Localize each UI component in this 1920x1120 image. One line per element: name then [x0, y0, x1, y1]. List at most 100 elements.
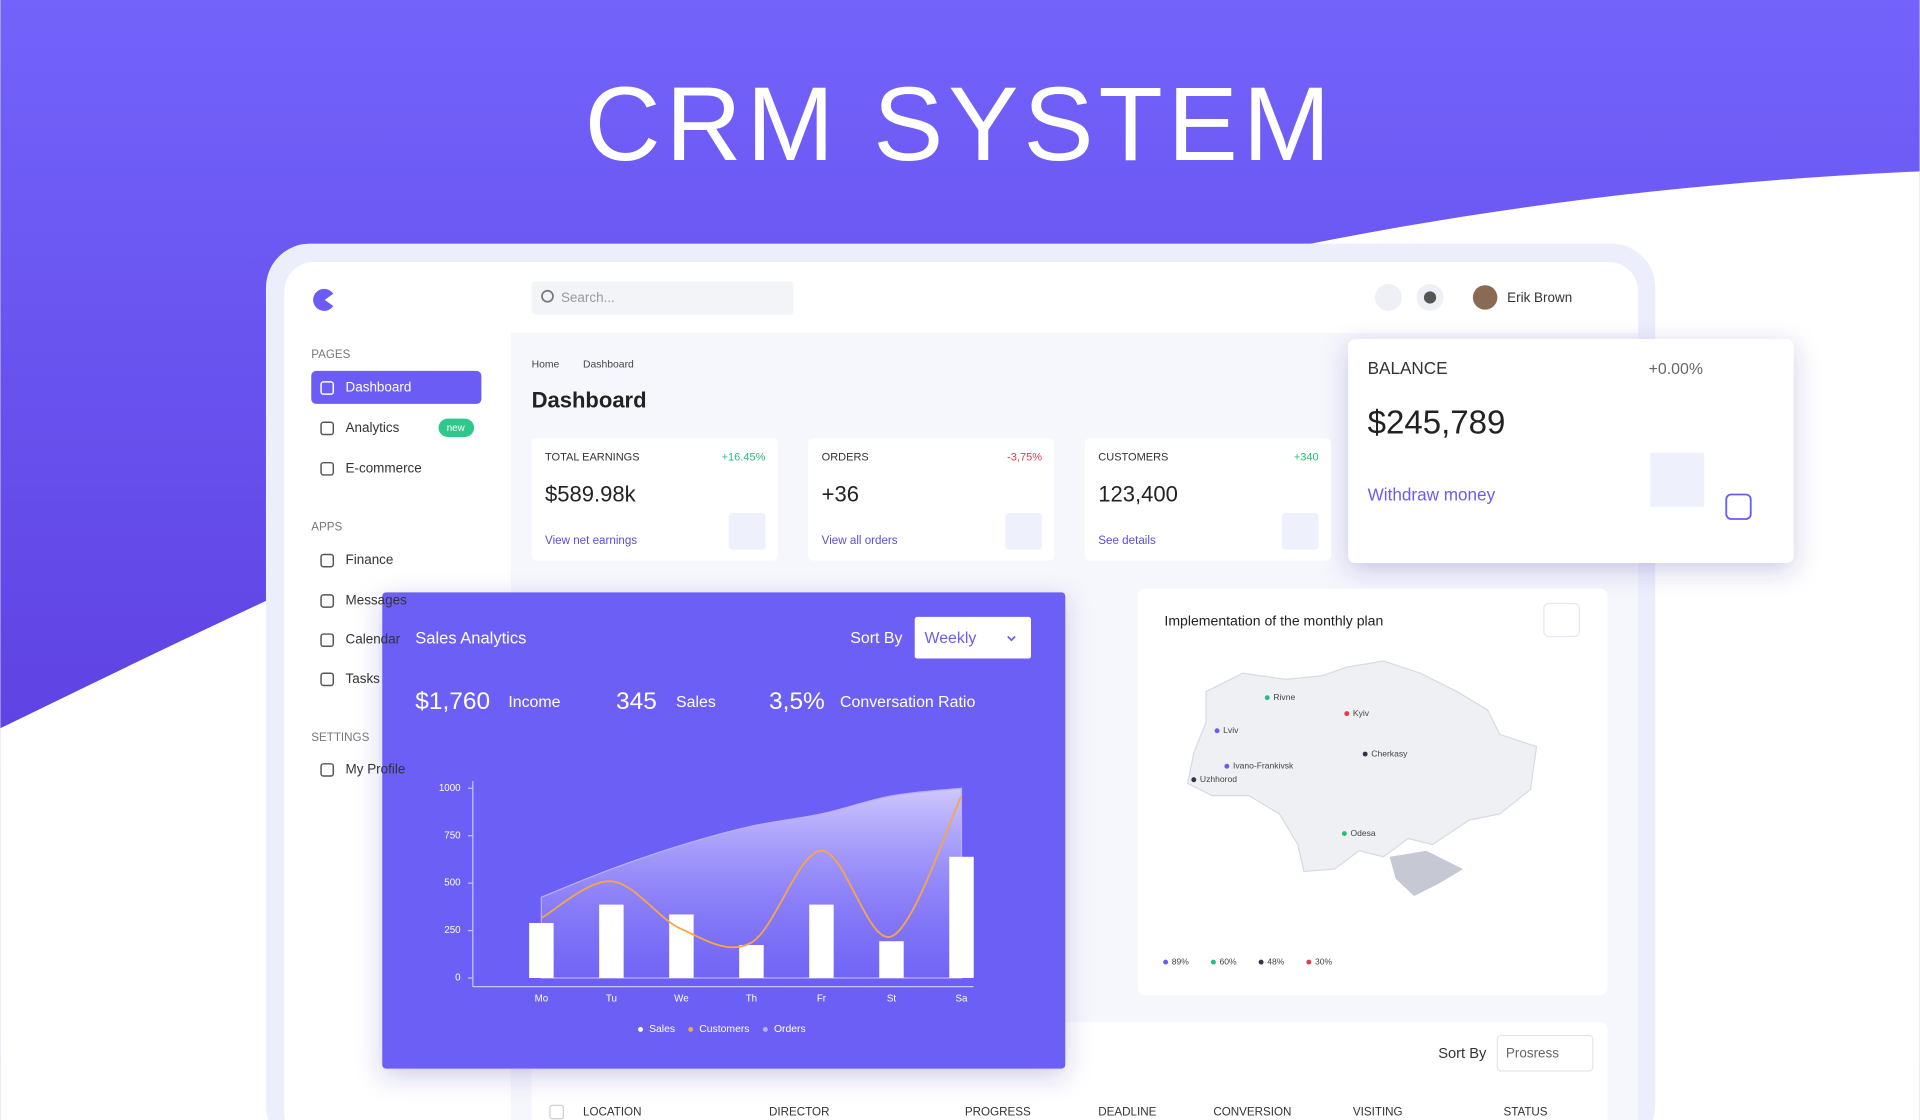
nav-item[interactable]: Dashboard	[346, 380, 412, 395]
nav-item[interactable]: Tasks	[346, 671, 381, 686]
chevron	[1007, 635, 1016, 642]
kpi-value: 345	[616, 688, 657, 715]
map-legend-dot	[1210, 959, 1216, 965]
nav-section-title: APPS	[311, 521, 342, 534]
stat-value: +36	[822, 482, 859, 507]
nav-icon	[320, 633, 335, 648]
nav-icon	[320, 763, 335, 777]
legend-dot	[688, 1026, 694, 1032]
stat-card	[808, 438, 1055, 561]
city-dot	[1362, 751, 1368, 757]
table-sort-select[interactable]	[1496, 1034, 1594, 1072]
wallet-icon	[1725, 493, 1752, 520]
dashboard-title: Dashboard	[532, 387, 647, 412]
city-label: Rivne	[1273, 692, 1295, 702]
y-tick-label: 0	[455, 973, 461, 984]
stat-change: -3,75%	[1007, 452, 1042, 464]
stat-change: +16.45%	[722, 452, 766, 464]
x-tick-label: Sa	[955, 993, 968, 1004]
stat-link[interactable]: See details	[1098, 534, 1156, 547]
balance-decor	[1650, 452, 1705, 507]
info-icon	[1423, 291, 1437, 304]
kpi-label: Conversation Ratio	[840, 694, 975, 711]
sales-title: Sales Analytics	[415, 628, 526, 647]
nav-icon	[320, 461, 335, 476]
breadcrumb: Home	[532, 360, 560, 371]
table-column: STATUS	[1503, 1106, 1547, 1119]
avatar[interactable]	[1472, 285, 1498, 310]
city-dot	[1191, 777, 1197, 783]
nav-icon	[320, 381, 335, 395]
nav-item[interactable]: Finance	[346, 552, 394, 567]
city-label: Cherkasy	[1371, 748, 1408, 758]
map-shape	[1186, 660, 1538, 873]
sales-bar	[739, 944, 764, 979]
stat-label: ORDERS	[822, 452, 869, 464]
y-tick-label: 250	[444, 925, 461, 936]
badge-bg	[438, 418, 475, 437]
table-column: DIRECTOR	[769, 1106, 829, 1119]
map-legend-dot	[1306, 959, 1312, 965]
nav-item[interactable]: My Profile	[346, 761, 406, 776]
search-icon	[541, 289, 554, 303]
breadcrumb: Dashboard	[583, 360, 634, 371]
orders-area	[540, 787, 963, 979]
map-legend-label: 89%	[1172, 956, 1190, 966]
nav-section-title: PAGES	[311, 348, 350, 361]
nav-section-title: SETTINGS	[311, 731, 369, 744]
sales-bar	[599, 904, 624, 979]
y-tick-label: 500	[444, 878, 461, 889]
stat-link[interactable]: View net earnings	[545, 534, 637, 547]
balance-value: $245,789	[1368, 404, 1506, 441]
nav-item[interactable]: Analytics	[346, 420, 400, 435]
legend-label: Sales	[649, 1024, 675, 1035]
logo	[313, 288, 334, 311]
customers-line	[540, 795, 963, 949]
city-label: Ivano-Frankivsk	[1233, 761, 1294, 771]
sales-bar	[879, 941, 904, 979]
city-label: Lviv	[1223, 725, 1239, 735]
x-tick-label: We	[674, 993, 689, 1004]
balance-label: BALANCE	[1368, 358, 1448, 378]
table-sort-value: Prosress	[1506, 1045, 1559, 1060]
sales-bar	[809, 904, 834, 979]
x-tick-label: Th	[746, 993, 757, 1004]
city-dot	[1344, 711, 1350, 717]
balance-change: +0.00%	[1649, 361, 1703, 378]
table-column: PROGRESS	[965, 1106, 1031, 1119]
nav-item[interactable]: Calendar	[346, 632, 401, 647]
active-nav	[311, 370, 482, 404]
withdraw-link[interactable]: Withdraw money	[1368, 484, 1496, 504]
notification-button[interactable]	[1374, 283, 1402, 311]
y-tick-label: 750	[444, 830, 461, 841]
nav-icon	[320, 672, 335, 687]
table-column: DEADLINE	[1098, 1106, 1156, 1119]
table-column: CONVERSION	[1213, 1106, 1291, 1119]
map-title: Implementation of the monthly plan	[1164, 613, 1383, 629]
badge: new	[447, 423, 466, 434]
table-column: LOCATION	[583, 1106, 641, 1119]
legend-dot	[762, 1026, 768, 1032]
nav-icon	[320, 553, 335, 568]
download-button[interactable]	[1543, 602, 1580, 638]
page-title: CRM SYSTEM	[585, 66, 1336, 183]
stat-value: $589.98k	[545, 482, 637, 507]
stat-icon	[1281, 512, 1319, 550]
nav-item[interactable]: Messages	[346, 593, 408, 608]
search-box[interactable]	[531, 281, 794, 315]
map-legend-label: 60%	[1219, 956, 1237, 966]
nav-item[interactable]: E-commerce	[346, 460, 422, 475]
map-legend-dot	[1258, 959, 1264, 965]
stat-link[interactable]: View all orders	[822, 534, 898, 547]
stat-label: TOTAL EARNINGS	[545, 452, 640, 464]
sort-select[interactable]	[914, 616, 1031, 659]
city-label: Uzhhorod	[1200, 774, 1237, 784]
user-name: Erik Brown	[1507, 290, 1572, 305]
stat-label: CUSTOMERS	[1098, 452, 1168, 464]
search-placeholder: Search...	[561, 290, 615, 305]
table-checkbox[interactable]	[549, 1104, 565, 1120]
legend-label: Customers	[699, 1024, 749, 1035]
y-tick-label: 1000	[439, 783, 461, 794]
